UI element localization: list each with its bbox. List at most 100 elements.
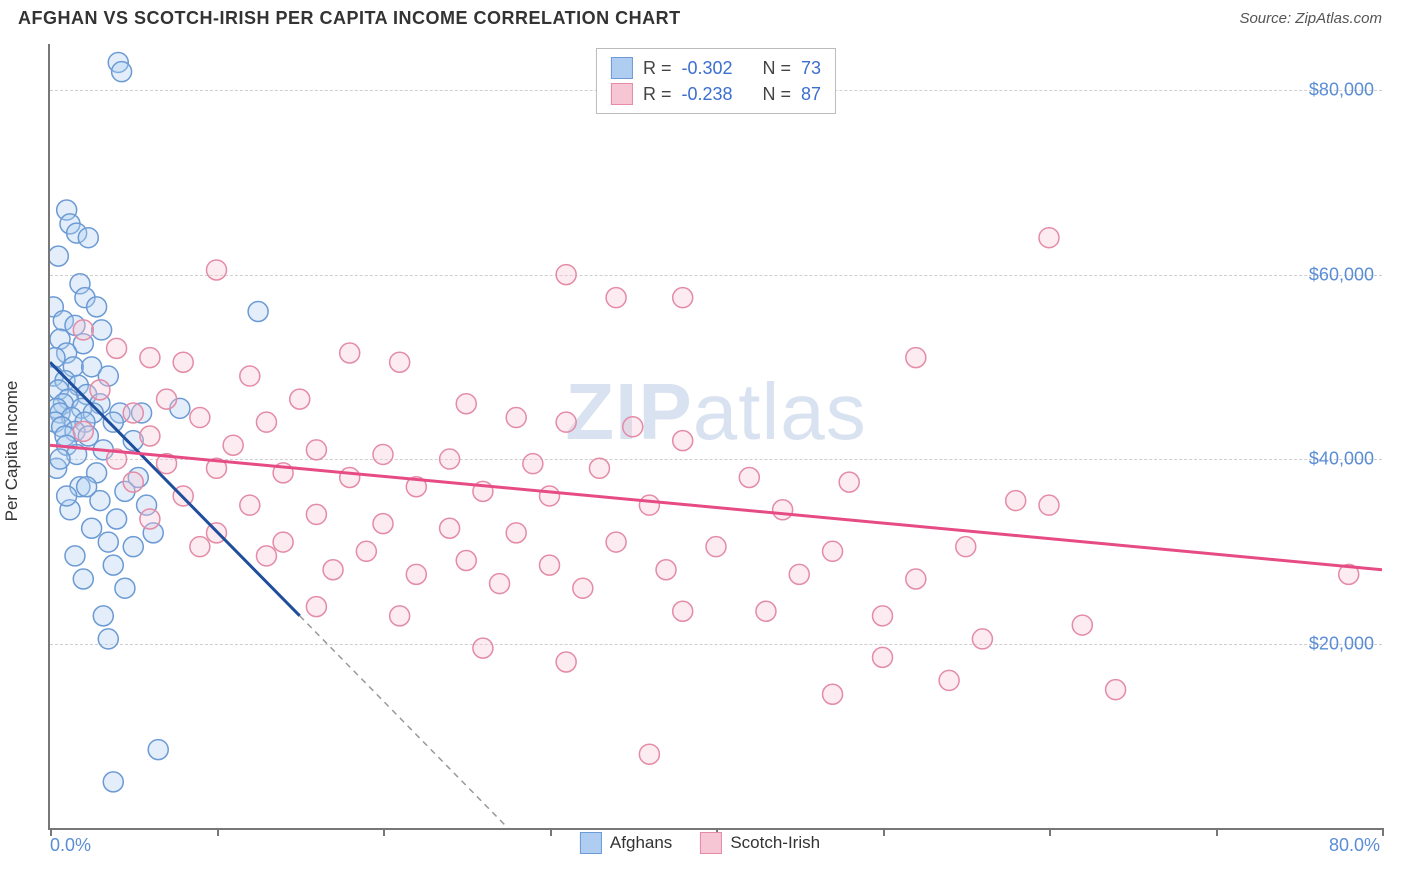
data-point [939,670,959,690]
data-point [1039,495,1059,515]
data-point [556,652,576,672]
data-point [390,352,410,372]
data-point [157,389,177,409]
data-point [556,412,576,432]
data-point [190,408,210,428]
data-point [306,597,326,617]
data-point [906,569,926,589]
data-point [1072,615,1092,635]
data-point [306,440,326,460]
data-point [82,518,102,538]
data-point [148,740,168,760]
data-point [406,564,426,584]
chart-container: Per Capita Income ZIPatlas R =-0.302 N =… [18,44,1382,858]
data-point [123,403,143,423]
data-point [140,426,160,446]
data-point [656,560,676,580]
legend-stat-row: R =-0.302 N =73 [611,55,821,81]
series-legend: Afghans Scotch-Irish [580,832,820,854]
data-point [956,537,976,557]
data-point [73,569,93,589]
data-point [115,578,135,598]
data-point [540,486,560,506]
data-point [98,532,118,552]
data-point [57,486,77,506]
data-point [623,417,643,437]
data-point [606,532,626,552]
x-axis-max-label: 80.0% [1329,835,1380,856]
data-point [240,495,260,515]
legend-series-item: Scotch-Irish [700,832,820,854]
data-point [323,560,343,580]
data-point [639,744,659,764]
x-tick [1382,828,1384,836]
data-point [107,338,127,358]
data-point [473,638,493,658]
data-point [390,606,410,626]
legend-series-label: Afghans [610,833,672,853]
data-point [112,62,132,82]
data-point [873,606,893,626]
data-point [65,546,85,566]
legend-stat-row: R =-0.238 N =87 [611,81,821,107]
data-point [98,629,118,649]
x-axis-min-label: 0.0% [50,835,91,856]
data-point [273,532,293,552]
data-point [103,772,123,792]
data-point [523,454,543,474]
data-point [50,449,70,469]
data-point [173,352,193,372]
data-point [223,435,243,455]
data-point [906,348,926,368]
data-point [87,297,107,317]
data-point [456,551,476,571]
scatter-svg [50,44,1382,828]
data-point [490,574,510,594]
data-point [73,320,93,340]
legend-swatch [611,83,633,105]
data-point [373,444,393,464]
data-point [506,408,526,428]
data-point [140,509,160,529]
data-point [573,578,593,598]
data-point [456,394,476,414]
data-point [73,421,93,441]
data-point [773,500,793,520]
legend-swatch [580,832,602,854]
data-point [306,504,326,524]
y-axis-label: Per Capita Income [2,381,22,522]
data-point [50,246,68,266]
chart-title: AFGHAN VS SCOTCH-IRISH PER CAPITA INCOME… [18,8,681,29]
data-point [103,555,123,575]
data-point [673,288,693,308]
data-point [440,518,460,538]
data-point [823,541,843,561]
data-point [248,301,268,321]
x-tick [1216,828,1218,836]
data-point [77,477,97,497]
data-point [340,468,360,488]
plot-area: ZIPatlas R =-0.302 N =73 R =-0.238 N =87… [48,44,1382,830]
x-tick [883,828,885,836]
data-point [373,514,393,534]
data-point [606,288,626,308]
data-point [256,412,276,432]
data-point [140,348,160,368]
x-tick [1049,828,1051,836]
data-point [190,537,210,557]
data-point [92,320,112,340]
data-point [739,468,759,488]
data-point [556,265,576,285]
x-tick [217,828,219,836]
data-point [1039,228,1059,248]
data-point [240,366,260,386]
x-tick [383,828,385,836]
legend-swatch [700,832,722,854]
data-point [673,431,693,451]
legend-swatch [611,57,633,79]
data-point [789,564,809,584]
data-point [706,537,726,557]
data-point [1006,491,1026,511]
data-point [107,509,127,529]
data-point [290,389,310,409]
